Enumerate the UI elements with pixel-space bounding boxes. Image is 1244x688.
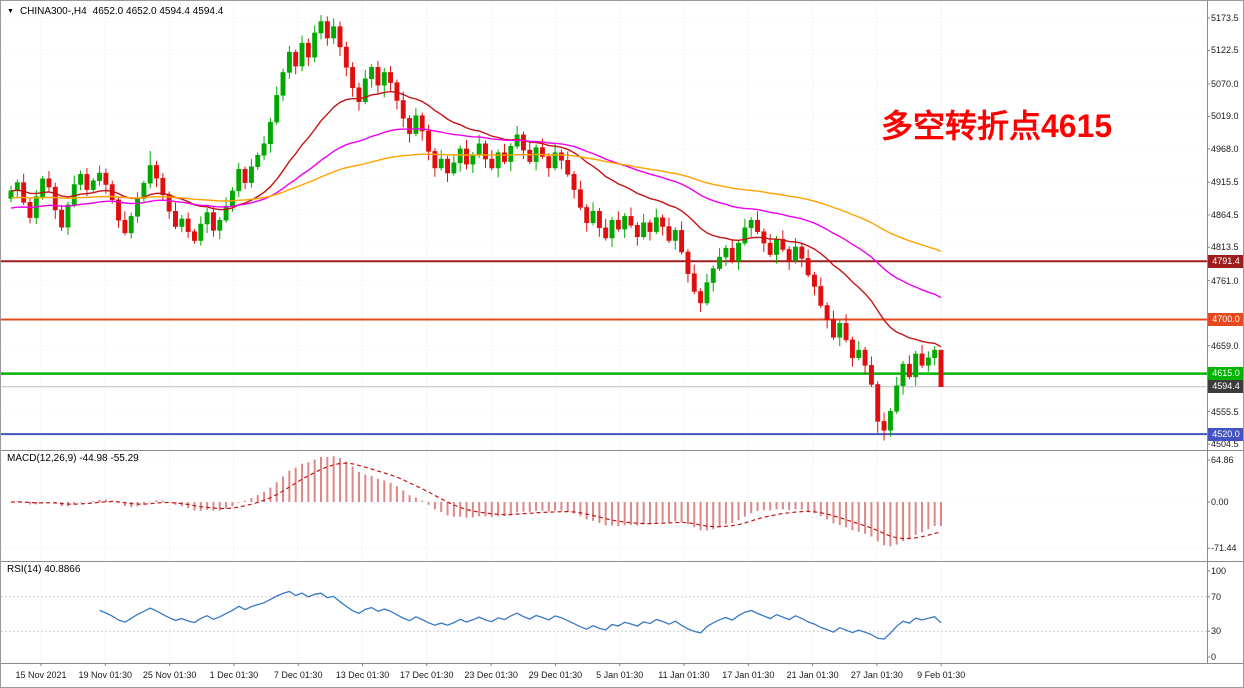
time-axis-label: 7 Dec 01:30 (273, 670, 323, 680)
macd-histogram-layer (16, 456, 942, 547)
time-axis-label: 29 Dec 01:30 (528, 670, 583, 680)
ma-fast-line (10, 90, 942, 348)
macd-signal-line (10, 462, 942, 540)
time-axis-label: 5 Jan 01:30 (596, 670, 644, 680)
price-axis-label: 5173.5 (1211, 13, 1239, 23)
price-axis-label: 5122.5 (1211, 45, 1239, 56)
time-axis-label: 15 Nov 2021 (15, 670, 67, 680)
rsi-axis-label: 70 (1211, 591, 1222, 602)
price-axis-label: 4968.0 (1211, 143, 1239, 154)
time-axis-label: 1 Dec 01:30 (209, 670, 259, 680)
time-axis-label: 17 Dec 01:30 (400, 670, 454, 680)
price-level-badge-4700: 4700.0 (1208, 313, 1243, 326)
time-axis-label: 9 Feb 01:30 (917, 670, 966, 680)
price-axis-label: 4659.0 (1211, 340, 1239, 351)
current-price-badge: 4594.4 (1208, 380, 1243, 394)
symbol-marker-icon: ▼ (7, 7, 14, 15)
ma-mid-line (10, 128, 942, 299)
price-level-badge-4520: 4520.0 (1208, 427, 1243, 441)
ma-slow-line (10, 153, 942, 253)
time-axis-label: 23 Dec 01:30 (464, 670, 518, 680)
macd-axis-label: -71.44 (1211, 543, 1237, 554)
symbol-ohlc-values: 4652.0 4652.0 4594.4 4594.4 (92, 6, 224, 17)
price-axis-label: 5019.0 (1211, 111, 1239, 122)
time-axis-label: 17 Jan 01:30 (722, 670, 775, 680)
price-levels-layer (1, 260, 1207, 436)
macd-indicator-label: MACD(12,26,9) -44.98 -55.29 (7, 453, 139, 464)
candles-layer (8, 15, 944, 441)
price-axis-label: 5070.0 (1211, 78, 1239, 89)
rsi-axis-label: 0 (1211, 652, 1217, 662)
price-axis-label: 4761.0 (1211, 275, 1239, 286)
price-level-badge-4615: 4615.0 (1208, 367, 1243, 381)
time-axis-label: 27 Jan 01:30 (850, 670, 903, 680)
price-axis-label: 4915.5 (1211, 177, 1239, 188)
time-axis-label: 19 Nov 01:30 (78, 670, 133, 680)
price-level-badge-4791: 4791.4 (1208, 254, 1243, 268)
rsi-indicator-label: RSI(14) 40.8866 (7, 564, 81, 575)
grid-layer (1, 1, 1210, 666)
price-axis-label: 4813.5 (1211, 242, 1239, 253)
price-axis-label: 4864.5 (1211, 209, 1239, 220)
rsi-axis-label: 100 (1211, 566, 1227, 576)
symbol-name: CHINA300-,H4 (19, 6, 87, 17)
time-axis-label: 11 Jan 01:30 (658, 670, 710, 680)
rsi-axis-label: 30 (1211, 626, 1222, 637)
macd-axis-label: 64.86 (1211, 455, 1234, 466)
rsi-line (99, 590, 942, 640)
annotation-text: 多空转折点4615 (881, 108, 1113, 144)
time-axis-label: 25 Nov 01:30 (142, 670, 197, 680)
symbol-header: ▼ CHINA300-,H4 4652.0 4652.0 4594.4 4594… (7, 6, 223, 17)
time-axis-label: 21 Jan 01:30 (786, 670, 839, 680)
price-axis-label: 4504.5 (1211, 439, 1239, 449)
time-axis-label: 13 Dec 01:30 (335, 670, 390, 680)
price-axis-label: 4555.5 (1211, 406, 1239, 417)
macd-axis-label: 0.00 (1211, 497, 1229, 507)
